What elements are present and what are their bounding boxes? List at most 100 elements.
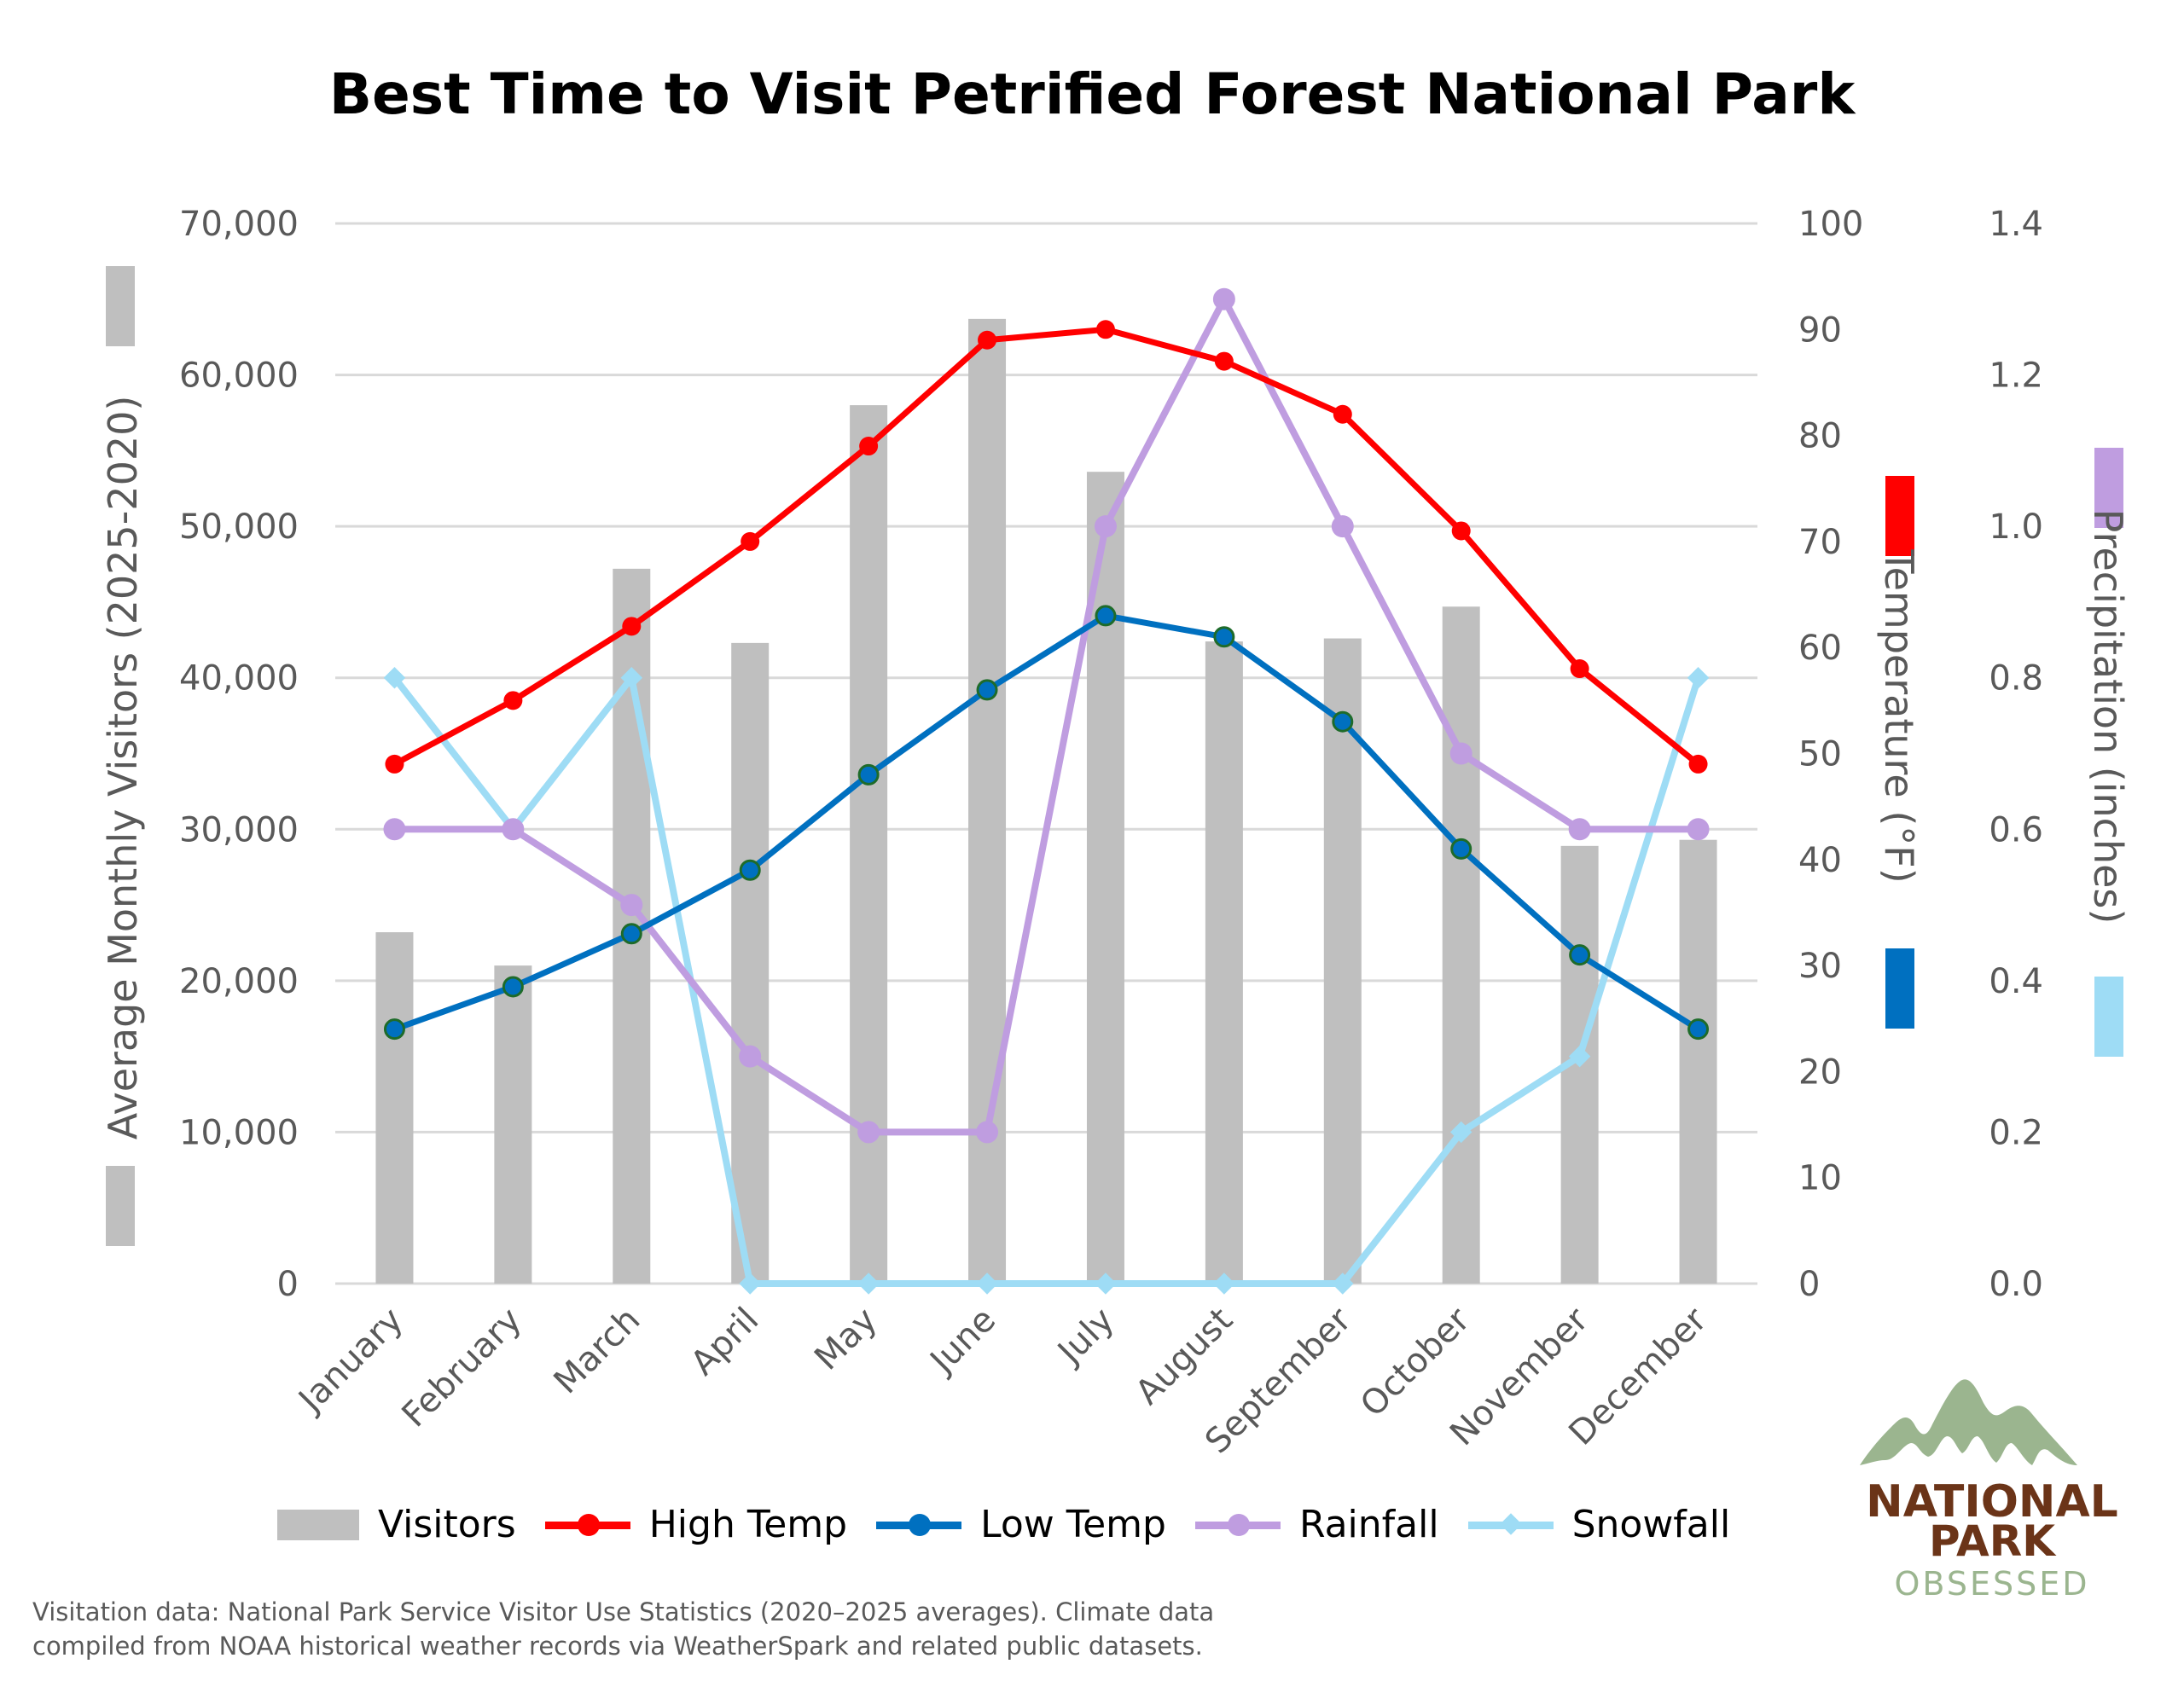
visitors-bar bbox=[1442, 606, 1480, 1284]
month-label: May bbox=[807, 1301, 885, 1378]
low-temp-marker bbox=[1450, 838, 1472, 860]
high-temp-marker bbox=[1214, 351, 1234, 371]
temp-tick-label: 90 bbox=[1798, 310, 1842, 350]
low-temp-marker bbox=[1213, 626, 1235, 648]
footnote-line-1: Visitation data: National Park Service V… bbox=[32, 1597, 1215, 1626]
high-temp-marker bbox=[1095, 320, 1115, 339]
left-tick-label: 60,000 bbox=[179, 357, 299, 396]
temp-tick-label: 0 bbox=[1798, 1265, 1820, 1304]
visitors-bars bbox=[375, 318, 1717, 1284]
combo-chart: 0 10,000 20,000 30,000 40,000 50,000 60,000 70,… bbox=[100, 205, 2131, 1461]
month-label: August bbox=[1128, 1301, 1240, 1413]
left-tick-label: 30,000 bbox=[179, 810, 299, 849]
snowfall-marker bbox=[1687, 666, 1710, 689]
low-temp-marker bbox=[383, 1018, 405, 1041]
visitors-bar bbox=[1323, 638, 1362, 1284]
left-axis-swatch-top bbox=[106, 266, 135, 346]
precip-tick-label: 0.2 bbox=[1989, 1113, 2043, 1152]
bar-swatch-icon bbox=[277, 1509, 359, 1540]
low-temp-marker bbox=[1095, 605, 1117, 627]
temp-tick-label: 70 bbox=[1798, 523, 1842, 562]
left-tick-label: 10,000 bbox=[179, 1113, 299, 1152]
high-temp-marker bbox=[1688, 754, 1708, 774]
high-temp-marker bbox=[385, 754, 404, 774]
left-tick-label: 20,000 bbox=[179, 962, 299, 1001]
precip-tick-label: 1.2 bbox=[1989, 357, 2043, 396]
legend-item-snowfall: Snowfall bbox=[1467, 1503, 1731, 1546]
high-temp-marker bbox=[978, 330, 997, 350]
temp-tick-label: 40 bbox=[1798, 841, 1842, 880]
high-temp-marker bbox=[741, 531, 760, 551]
line-diamond-icon bbox=[1467, 1508, 1554, 1542]
rainfall-marker bbox=[502, 818, 525, 841]
visitors-bar bbox=[1205, 641, 1243, 1284]
rainfall-marker bbox=[976, 1121, 999, 1144]
rainfall-marker bbox=[383, 818, 406, 841]
high-temp-marker bbox=[859, 437, 879, 456]
temp-tick-label: 10 bbox=[1798, 1159, 1842, 1198]
line-marker-icon bbox=[544, 1508, 630, 1542]
month-label: January bbox=[290, 1301, 411, 1422]
month-label: June bbox=[921, 1301, 1003, 1383]
left-tick-label: 40,000 bbox=[179, 659, 299, 699]
low-temp-marker bbox=[620, 923, 642, 945]
legend-label: Visitors bbox=[378, 1503, 516, 1546]
month-label: March bbox=[547, 1301, 648, 1402]
series-lines bbox=[383, 287, 1710, 1295]
precip-tick-label: 1.0 bbox=[1989, 507, 2043, 547]
precipitation-axis-title: Precipitation (inches) bbox=[2085, 509, 2131, 925]
rainfall-marker bbox=[1212, 287, 1235, 310]
legend-label: Rainfall bbox=[1298, 1503, 1439, 1546]
low-temp-marker bbox=[502, 976, 524, 998]
line-marker-icon bbox=[876, 1508, 962, 1542]
legend-label: High Temp bbox=[648, 1503, 848, 1546]
mountain-icon bbox=[1860, 1379, 2077, 1465]
precip-tick-label: 1.4 bbox=[1989, 205, 2043, 244]
rainfall-marker bbox=[1568, 818, 1591, 841]
line-marker-icon bbox=[1194, 1508, 1281, 1542]
temp-tick-label: 20 bbox=[1798, 1052, 1842, 1092]
snowfall-marker bbox=[383, 666, 406, 689]
gridlines bbox=[335, 222, 1757, 1285]
chart-title: Best Time to Visit Petrified Forest Nati… bbox=[328, 61, 1856, 127]
legend-item-high-temp: High Temp bbox=[544, 1503, 848, 1546]
legend-item-low-temp: Low Temp bbox=[876, 1503, 1166, 1546]
logo-text-national: NATIONAL bbox=[1866, 1476, 2118, 1528]
high-temp-marker bbox=[1333, 404, 1352, 424]
legend-item-rainfall: Rainfall bbox=[1194, 1503, 1439, 1546]
visitors-bar bbox=[1679, 839, 1717, 1284]
visitors-bar bbox=[731, 642, 770, 1284]
left-axis-ticks: 0 10,000 20,000 30,000 40,000 50,000 60,000 70,… bbox=[179, 205, 299, 1304]
rainfall-line bbox=[394, 295, 1699, 1136]
temp-tick-label: 30 bbox=[1798, 947, 1842, 986]
month-label: February bbox=[395, 1301, 530, 1435]
visitors-bar bbox=[850, 405, 888, 1284]
left-tick-label: 0 bbox=[277, 1265, 299, 1304]
high-temp-line bbox=[392, 326, 1700, 768]
national-park-obsessed-logo: NATIONAL PARK OBSESSED bbox=[1860, 1379, 2118, 1603]
low-temp-axis-swatch bbox=[1885, 948, 1914, 1029]
rainfall-marker bbox=[857, 1121, 880, 1144]
low-temp-marker bbox=[1569, 944, 1591, 966]
rainfall-axis-swatch bbox=[2094, 448, 2123, 528]
temp-tick-label: 60 bbox=[1798, 629, 1842, 668]
rainfall-marker bbox=[620, 894, 643, 917]
high-temp-axis-swatch bbox=[1885, 476, 1914, 556]
logo-text-obsessed: OBSESSED bbox=[1895, 1565, 2090, 1603]
high-temp-marker bbox=[1451, 521, 1471, 541]
month-label: October bbox=[1353, 1300, 1478, 1424]
high-temp-marker bbox=[622, 617, 642, 636]
legend-label: Low Temp bbox=[980, 1503, 1166, 1546]
low-temp-marker bbox=[1687, 1018, 1710, 1041]
rainfall-marker bbox=[1094, 515, 1117, 538]
rainfall-marker bbox=[1449, 742, 1472, 765]
high-temp-marker bbox=[503, 691, 523, 710]
left-axis-title: Average Monthly Visitors (2025-2020) bbox=[100, 396, 146, 1140]
legend-label: Snowfall bbox=[1571, 1503, 1731, 1546]
precip-tick-label: 0.4 bbox=[1989, 962, 2043, 1001]
rainfall-marker bbox=[739, 1045, 762, 1068]
month-label: July bbox=[1049, 1301, 1123, 1374]
left-tick-label: 50,000 bbox=[179, 507, 299, 547]
month-label: April bbox=[683, 1301, 766, 1383]
